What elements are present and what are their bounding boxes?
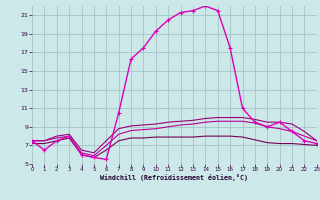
X-axis label: Windchill (Refroidissement éolien,°C): Windchill (Refroidissement éolien,°C) bbox=[100, 174, 248, 181]
